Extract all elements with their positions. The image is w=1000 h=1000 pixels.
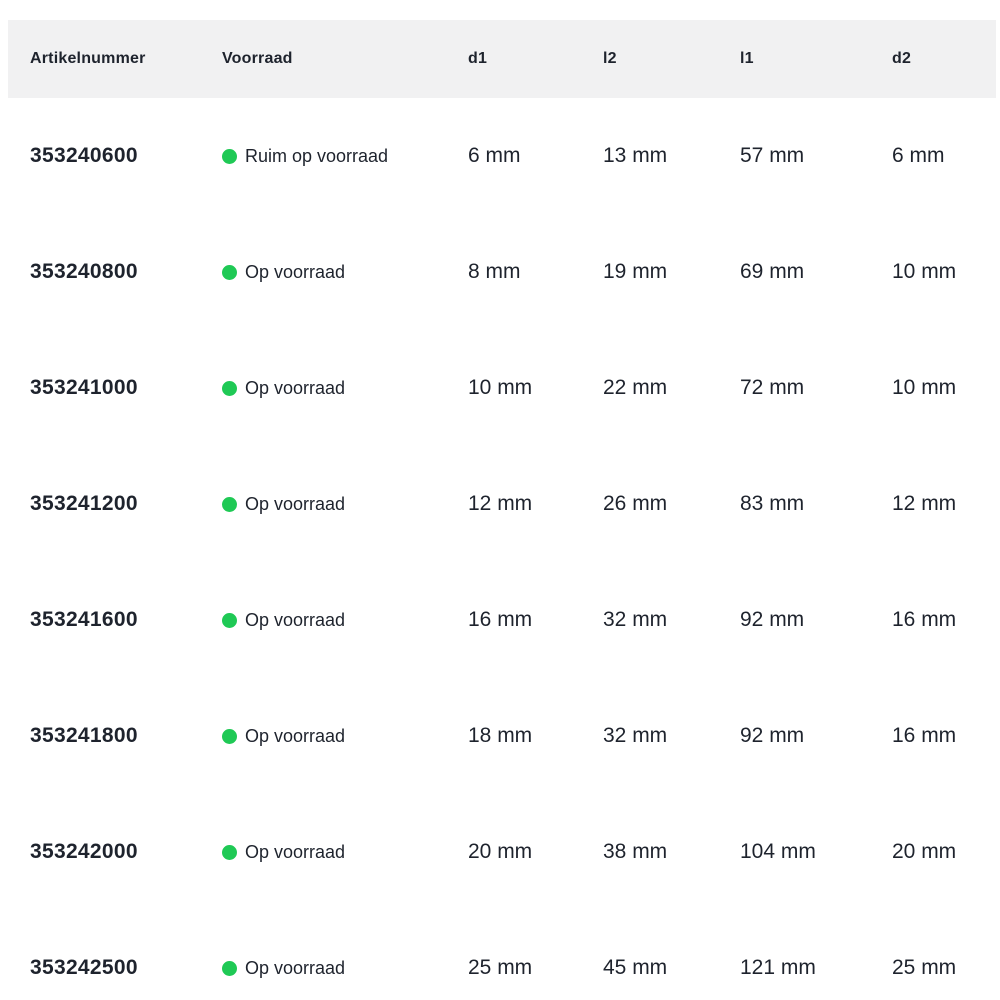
l1-value: 92 mm [740, 608, 805, 631]
d2-value: 10 mm [892, 260, 957, 283]
l1-value: 69 mm [740, 260, 805, 283]
stock-label: Op voorraad [245, 725, 346, 746]
stock-dot-icon [222, 148, 237, 164]
stock-status: Op voorraad [222, 726, 468, 747]
d2-value: 16 mm [892, 724, 957, 747]
product-spec-table: Artikelnummer Voorraad d1 l2 l1 d2 35324… [8, 20, 996, 1000]
article-number: 353241000 [30, 376, 138, 399]
l2-value: 32 mm [603, 608, 668, 631]
l2-value: 19 mm [603, 260, 668, 283]
d1-value: 12 mm [468, 492, 533, 515]
table-header-row: Artikelnummer Voorraad d1 l2 l1 d2 [8, 20, 996, 98]
stock-status: Op voorraad [222, 494, 468, 515]
stock-dot-icon [222, 612, 237, 628]
stock-dot-icon [222, 728, 237, 744]
column-header-artikelnummer: Artikelnummer [30, 50, 146, 67]
table-row: 353241200 Op voorraad 12 mm 26 mm 83 mm … [8, 446, 996, 562]
stock-label: Op voorraad [245, 377, 346, 398]
l1-value: 104 mm [740, 840, 816, 863]
stock-dot-icon [222, 380, 237, 396]
stock-dot-icon [222, 844, 237, 860]
table-row: 353242500 Op voorraad 25 mm 45 mm 121 mm… [8, 910, 996, 1000]
l2-value: 22 mm [603, 376, 668, 399]
l2-value: 32 mm [603, 724, 668, 747]
stock-label: Op voorraad [245, 957, 346, 978]
d1-value: 16 mm [468, 608, 533, 631]
column-header-voorraad: Voorraad [222, 50, 293, 67]
article-number: 353240600 [30, 144, 138, 167]
article-number: 353241800 [30, 724, 138, 747]
d2-value: 16 mm [892, 608, 957, 631]
d2-value: 20 mm [892, 840, 957, 863]
stock-status: Op voorraad [222, 378, 468, 399]
column-header-l1: l1 [740, 50, 754, 67]
stock-label: Op voorraad [245, 261, 346, 282]
column-header-l2: l2 [603, 50, 617, 67]
table-row: 353241800 Op voorraad 18 mm 32 mm 92 mm … [8, 678, 996, 794]
d1-value: 8 mm [468, 260, 521, 283]
article-number: 353241600 [30, 608, 138, 631]
stock-label: Op voorraad [245, 609, 346, 630]
l1-value: 92 mm [740, 724, 805, 747]
table-row: 353241600 Op voorraad 16 mm 32 mm 92 mm … [8, 562, 996, 678]
d2-value: 25 mm [892, 956, 957, 979]
l2-value: 38 mm [603, 840, 668, 863]
table-row: 353240800 Op voorraad 8 mm 19 mm 69 mm 1… [8, 214, 996, 330]
table-row: 353241000 Op voorraad 10 mm 22 mm 72 mm … [8, 330, 996, 446]
article-number: 353242000 [30, 840, 138, 863]
d1-value: 6 mm [468, 144, 521, 167]
d1-value: 18 mm [468, 724, 533, 747]
l1-value: 121 mm [740, 956, 816, 979]
table-row: 353240600 Ruim op voorraad 6 mm 13 mm 57… [8, 98, 996, 214]
stock-status: Op voorraad [222, 262, 468, 283]
l2-value: 13 mm [603, 144, 668, 167]
stock-status: Op voorraad [222, 842, 468, 863]
table-row: 353242000 Op voorraad 20 mm 38 mm 104 mm… [8, 794, 996, 910]
article-number: 353242500 [30, 956, 138, 979]
column-header-d1: d1 [468, 50, 488, 67]
stock-dot-icon [222, 264, 237, 280]
column-header-d2: d2 [892, 50, 912, 67]
l1-value: 57 mm [740, 144, 805, 167]
stock-status: Op voorraad [222, 610, 468, 631]
d2-value: 6 mm [892, 144, 945, 167]
d1-value: 20 mm [468, 840, 533, 863]
l1-value: 72 mm [740, 376, 805, 399]
d1-value: 25 mm [468, 956, 533, 979]
stock-status: Op voorraad [222, 958, 468, 979]
article-number: 353240800 [30, 260, 138, 283]
stock-label: Ruim op voorraad [245, 145, 389, 166]
article-number: 353241200 [30, 492, 138, 515]
l2-value: 45 mm [603, 956, 668, 979]
stock-label: Op voorraad [245, 841, 346, 862]
d1-value: 10 mm [468, 376, 533, 399]
l1-value: 83 mm [740, 492, 805, 515]
stock-dot-icon [222, 960, 237, 976]
d2-value: 10 mm [892, 376, 957, 399]
stock-status: Ruim op voorraad [222, 146, 468, 167]
l2-value: 26 mm [603, 492, 668, 515]
stock-label: Op voorraad [245, 493, 346, 514]
stock-dot-icon [222, 496, 237, 512]
d2-value: 12 mm [892, 492, 957, 515]
